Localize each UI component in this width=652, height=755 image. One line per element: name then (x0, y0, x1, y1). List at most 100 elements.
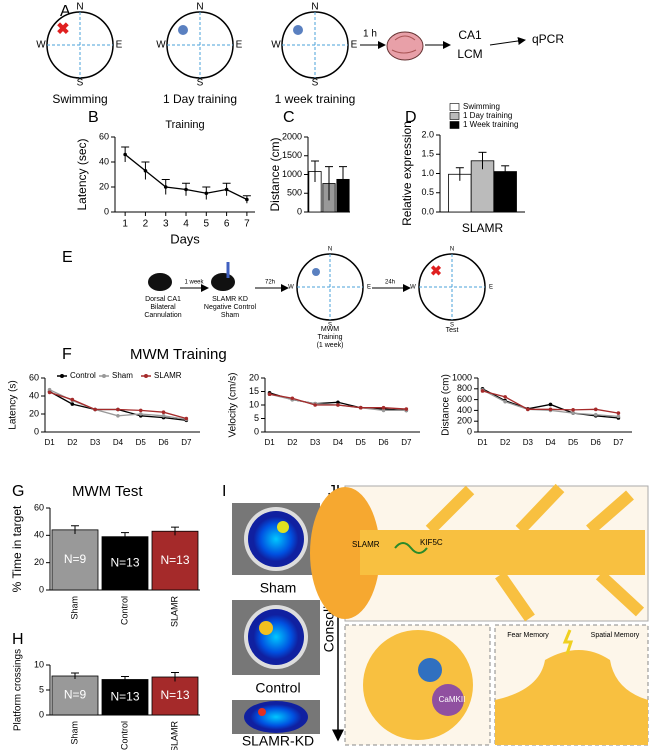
arrow (489, 37, 526, 46)
y-axis-label: Velocity (cm/s) (228, 372, 239, 437)
compass-label: W (288, 285, 294, 291)
legend-swatch (449, 121, 460, 129)
point (161, 410, 166, 415)
bar (51, 675, 99, 716)
point (267, 392, 272, 397)
soma (310, 487, 380, 619)
legend-label: Swimming (463, 102, 500, 111)
y-tick-label: 0 (104, 206, 109, 216)
y-axis-label: Latency (s) (8, 380, 19, 429)
label: SLAMR KD (212, 296, 248, 303)
panel-i: I Sham Control SLAMR-KD (222, 483, 320, 749)
point (381, 405, 386, 410)
platform-removed: ✖ (430, 263, 442, 279)
y-tick-label: 0 (39, 709, 44, 719)
legend-swatch (60, 374, 64, 378)
heatmap-label: Sham (260, 580, 297, 596)
label: Sham (221, 312, 239, 319)
compass-label: N (311, 2, 318, 13)
compass-label: W (36, 40, 46, 51)
bar (151, 530, 199, 591)
compass-label: W (156, 40, 166, 51)
y-tick-label: 800 (457, 383, 472, 393)
cell (363, 630, 473, 740)
point (224, 187, 229, 192)
x-tick-label: SLAMR (169, 721, 179, 750)
label: Spatial Memory (591, 632, 640, 639)
water-maze: N S W E (156, 2, 242, 89)
point (204, 191, 209, 196)
legend-label: Control (70, 371, 96, 380)
compass-label: E (116, 40, 123, 51)
x-tick-label: D5 (356, 438, 367, 447)
water-maze: N S W E (410, 247, 493, 329)
condition-label: 1 week training (275, 92, 356, 106)
y-tick-label: 0.5 (421, 187, 434, 197)
y-tick-label: 0 (467, 426, 472, 436)
x-tick-label: D3 (90, 438, 101, 447)
panel-letter: F (62, 346, 72, 363)
point (184, 416, 189, 421)
hotspot (258, 708, 266, 716)
compass-label: N (196, 2, 203, 13)
platform (178, 25, 188, 35)
bar (151, 676, 199, 716)
x-tick-label: D7 (181, 438, 192, 447)
x-tick-label: SLAMR (169, 596, 179, 628)
bar (101, 679, 149, 716)
x-tick-label: D3 (310, 438, 321, 447)
protein (418, 658, 442, 682)
point (161, 414, 166, 418)
label: Bilateral (150, 304, 176, 311)
x-tick-label: D2 (287, 438, 298, 447)
y-tick-label: 0.0 (421, 206, 434, 216)
point (47, 387, 52, 392)
x-tick-label: D4 (333, 438, 344, 447)
compass-label: S (450, 323, 454, 329)
bar-label: N=13 (110, 689, 139, 703)
label: Negative Control (204, 304, 257, 311)
x-axis-label: Days (170, 231, 200, 246)
platform-removed: ✖ (56, 21, 69, 38)
point (381, 408, 386, 413)
x-tick-label: D4 (113, 438, 124, 447)
y-tick-label: 0 (34, 426, 39, 436)
bar (493, 171, 517, 213)
step: CA1 (458, 28, 482, 42)
point (548, 402, 553, 407)
heatmap-label: Control (255, 680, 300, 696)
y-tick-label: 1000 (282, 169, 302, 179)
x-tick-label: D1 (477, 438, 488, 447)
label: (1 week) (317, 342, 344, 349)
charts: N S W E ✖ Swimming N S W E 1 Day training N S W E 1 wee… (8, 2, 632, 752)
condition-label: Swimming (52, 92, 107, 106)
x-tick-label: D2 (500, 438, 511, 447)
compass-label: E (367, 285, 371, 291)
label: SLAMR (352, 540, 380, 549)
y-tick-label: 60 (29, 372, 39, 382)
compass-label: N (328, 247, 332, 253)
y-tick-label: 40 (29, 390, 39, 400)
point (116, 407, 120, 412)
y-axis-label: Relative expression (400, 121, 414, 226)
bar (51, 529, 99, 591)
label: 1 week (184, 280, 204, 286)
point (245, 197, 249, 202)
point (616, 411, 621, 415)
y-tick-label: 5 (39, 684, 44, 694)
point (290, 396, 295, 401)
panel-e: E Dorsal CA1 Bilateral Cannulation 1 wee… (62, 249, 458, 349)
point (336, 400, 340, 405)
y-axis-label: Distance (cm) (268, 137, 282, 211)
y-tick-label: 5 (254, 413, 259, 423)
x-tick-label: 5 (204, 219, 210, 230)
x-tick-label: D3 (523, 438, 534, 447)
point (93, 407, 97, 412)
panel-letter: H (12, 631, 24, 648)
y-tick-label: 1000 (452, 372, 472, 382)
y-tick-label: 0 (254, 426, 259, 436)
compass-label: S (312, 78, 319, 89)
bar-label: N=13 (110, 556, 139, 570)
bar-label: N=9 (64, 688, 87, 702)
y-tick-label: 20 (29, 408, 39, 418)
